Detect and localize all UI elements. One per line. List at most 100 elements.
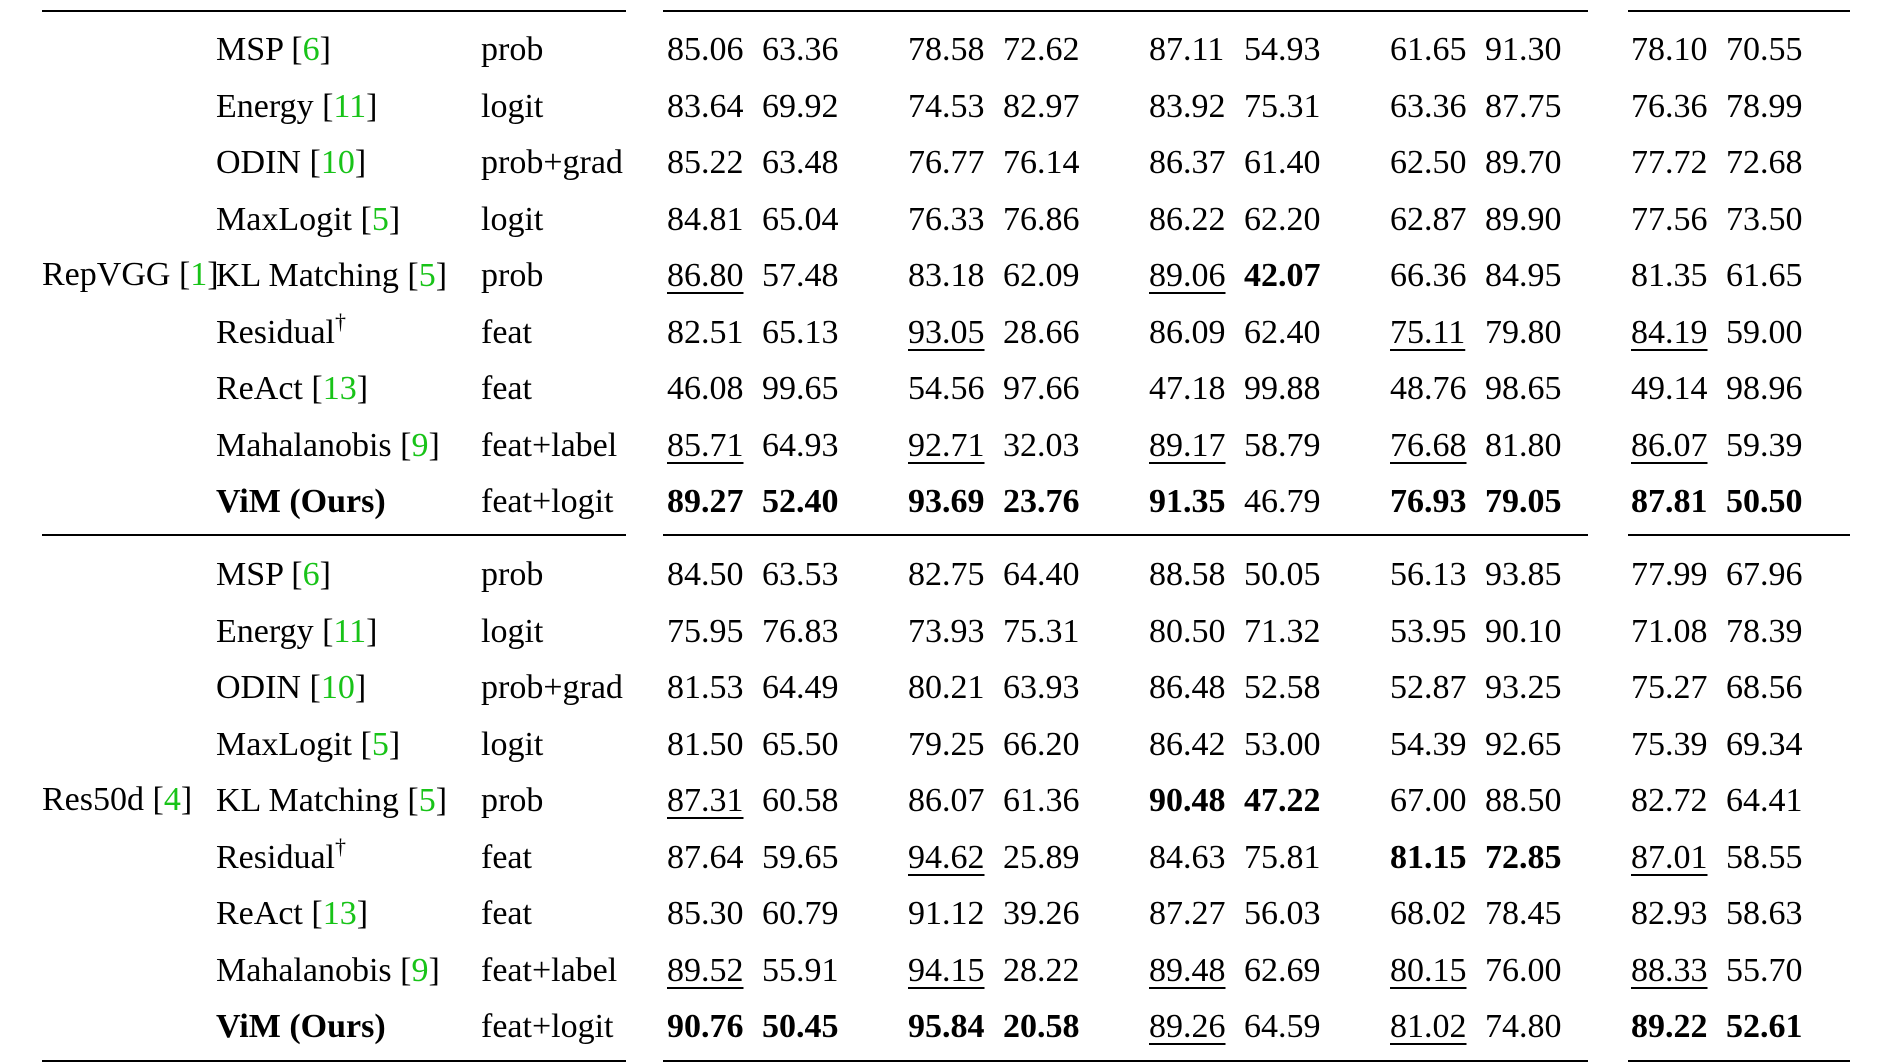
metric-value: 73.93 bbox=[908, 612, 985, 650]
method-label: ViM (Ours) bbox=[216, 1008, 386, 1045]
metric-value: 47.22 bbox=[1244, 782, 1321, 819]
metric-value: 87.75 bbox=[1485, 87, 1562, 125]
input-type: feat bbox=[481, 313, 532, 351]
metric-value: 20.58 bbox=[1003, 1008, 1080, 1045]
metric-value: 87.27 bbox=[1149, 895, 1226, 932]
metric-value: 59.39 bbox=[1726, 426, 1803, 464]
metric-value: 76.77 bbox=[908, 144, 985, 181]
metric-value: 58.79 bbox=[1244, 426, 1321, 464]
method-name: MSP [6] bbox=[216, 556, 331, 593]
metric-value: 53.95 bbox=[1390, 612, 1467, 650]
method-name: MaxLogit [5] bbox=[216, 200, 401, 238]
citation-link[interactable]: 10 bbox=[320, 669, 355, 706]
metric-value: 82.75 bbox=[908, 556, 985, 593]
citation-link[interactable]: 6 bbox=[302, 556, 320, 593]
metric-value: 62.09 bbox=[1003, 257, 1080, 294]
metric-value: 76.36 bbox=[1631, 87, 1708, 125]
metric-value: 84.81 bbox=[667, 200, 744, 238]
citation-link[interactable]: 5 bbox=[418, 257, 436, 294]
metric-value: 66.20 bbox=[1003, 725, 1080, 763]
table-rule bbox=[1628, 534, 1850, 536]
metric-value: 80.15 bbox=[1390, 951, 1467, 989]
metric-value: 62.20 bbox=[1244, 200, 1321, 238]
metric-value: 88.33 bbox=[1631, 951, 1708, 989]
metric-value: 66.36 bbox=[1390, 257, 1467, 294]
metric-value: 67.96 bbox=[1726, 556, 1803, 593]
metric-value: 63.48 bbox=[762, 144, 839, 181]
citation-link[interactable]: 11 bbox=[333, 612, 367, 650]
citation-link[interactable]: 10 bbox=[320, 144, 355, 181]
metric-value: 87.01 bbox=[1631, 838, 1708, 876]
metric-value: 75.11 bbox=[1390, 313, 1466, 351]
metric-value: 81.50 bbox=[667, 725, 744, 763]
citation-link[interactable]: 13 bbox=[322, 370, 357, 407]
input-type: logit bbox=[481, 725, 544, 763]
metric-value: 76.33 bbox=[908, 200, 985, 238]
metric-value: 87.64 bbox=[667, 838, 744, 876]
metric-value: 50.05 bbox=[1244, 556, 1321, 593]
metric-value: 69.92 bbox=[762, 87, 839, 125]
metric-value: 92.71 bbox=[908, 426, 985, 464]
method-name: ViM (Ours) bbox=[216, 482, 386, 522]
metric-value: 57.48 bbox=[762, 257, 839, 294]
citation-link[interactable]: 5 bbox=[418, 782, 436, 819]
method-label: MSP bbox=[216, 31, 283, 68]
metric-value: 93.25 bbox=[1485, 669, 1562, 706]
metric-value: 79.25 bbox=[908, 725, 985, 763]
metric-value: 77.99 bbox=[1631, 556, 1708, 593]
metric-value: 59.65 bbox=[762, 838, 839, 876]
method-name: ReAct [13] bbox=[216, 895, 369, 932]
metric-value: 89.26 bbox=[1149, 1008, 1226, 1045]
citation-link[interactable]: 9 bbox=[411, 426, 429, 464]
metric-value: 87.81 bbox=[1631, 483, 1708, 520]
citation-link[interactable]: 5 bbox=[371, 725, 389, 763]
model-label: RepVGG bbox=[42, 256, 171, 293]
metric-value: 76.68 bbox=[1390, 426, 1467, 464]
metric-value: 75.95 bbox=[667, 612, 744, 650]
metric-value: 86.07 bbox=[908, 782, 985, 819]
citation-link[interactable]: 6 bbox=[302, 31, 320, 68]
metric-value: 65.50 bbox=[762, 725, 839, 763]
metric-value: 65.04 bbox=[762, 200, 839, 238]
method-name: Residual† bbox=[216, 310, 346, 353]
metric-value: 50.50 bbox=[1726, 483, 1803, 520]
citation-link[interactable]: 5 bbox=[371, 200, 389, 238]
metric-value: 82.93 bbox=[1631, 895, 1708, 932]
input-type: prob bbox=[481, 257, 544, 294]
metric-value: 56.13 bbox=[1390, 556, 1467, 593]
metric-value: 74.53 bbox=[908, 87, 985, 125]
metric-value: 72.62 bbox=[1003, 31, 1080, 68]
metric-value: 81.80 bbox=[1485, 426, 1562, 464]
method-label: Mahalanobis bbox=[216, 426, 392, 464]
method-label: Energy bbox=[216, 87, 314, 125]
metric-value: 76.93 bbox=[1390, 483, 1467, 520]
metric-value: 89.22 bbox=[1631, 1008, 1708, 1045]
metric-value: 73.50 bbox=[1726, 200, 1803, 238]
citation-link[interactable]: 9 bbox=[411, 951, 429, 989]
metric-value: 99.88 bbox=[1244, 370, 1321, 407]
metric-value: 49.14 bbox=[1631, 370, 1708, 407]
citation-link[interactable]: 11 bbox=[333, 87, 367, 125]
metric-value: 91.12 bbox=[908, 895, 985, 932]
metric-value: 84.19 bbox=[1631, 313, 1708, 351]
metric-value: 28.66 bbox=[1003, 313, 1080, 351]
metric-value: 86.09 bbox=[1149, 313, 1226, 351]
model-name: RepVGG [1] bbox=[42, 256, 219, 293]
metric-value: 64.41 bbox=[1726, 782, 1803, 819]
metric-value: 78.58 bbox=[908, 31, 985, 68]
citation-link[interactable]: 1 bbox=[190, 256, 208, 293]
method-label: Residual bbox=[216, 838, 335, 876]
metric-value: 90.48 bbox=[1149, 782, 1226, 819]
method-label: KL Matching bbox=[216, 782, 399, 819]
metric-value: 32.03 bbox=[1003, 426, 1080, 464]
input-type: prob+grad bbox=[481, 669, 623, 706]
metric-value: 59.00 bbox=[1726, 313, 1803, 351]
metric-value: 39.26 bbox=[1003, 895, 1080, 932]
citation-link[interactable]: 13 bbox=[322, 895, 357, 932]
metric-value: 76.86 bbox=[1003, 200, 1080, 238]
metric-value: 72.68 bbox=[1726, 144, 1803, 181]
method-name: ODIN [10] bbox=[216, 669, 367, 706]
metric-value: 25.89 bbox=[1003, 838, 1080, 876]
citation-link[interactable]: 4 bbox=[163, 781, 181, 818]
